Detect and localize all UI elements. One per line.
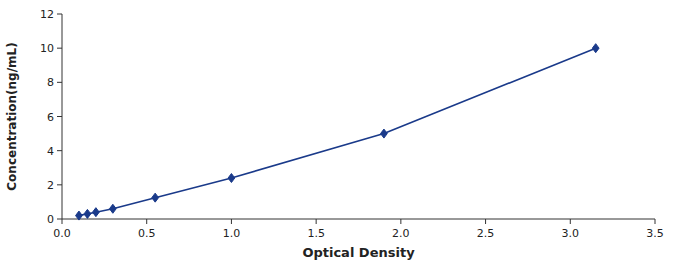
data-point: [592, 44, 599, 53]
chart: 0.0 0.5 1.0 1.5 2.0 2.5 3.0 3.5 0 2 4 6 8 10 12 Optical…: [0, 0, 673, 265]
data-point: [84, 209, 91, 218]
y-tick-label: 0: [47, 213, 54, 226]
data-line: [79, 48, 596, 215]
x-tick: [485, 219, 486, 224]
x-tick-label: 2.0: [392, 227, 410, 240]
y-tick: [57, 14, 62, 15]
x-tick-label: 1.0: [223, 227, 241, 240]
chart-container: 0.0 0.5 1.0 1.5 2.0 2.5 3.0 3.5 0 2 4 6 8 10 12 Optical…: [0, 0, 673, 265]
y-tick: [57, 150, 62, 151]
y-tick-label: 10: [40, 42, 54, 55]
y-tick-label: 4: [47, 145, 54, 158]
x-tick: [231, 219, 232, 224]
data-point: [76, 211, 83, 220]
y-tick: [57, 116, 62, 117]
x-tick-label: 3.5: [646, 227, 664, 240]
y-tick: [57, 48, 62, 49]
x-tick: [655, 219, 656, 224]
y-tick-label: 8: [47, 76, 54, 89]
x-tick-label: 3.0: [562, 227, 580, 240]
x-axis-label: Optical Density: [302, 245, 415, 260]
y-tick: [57, 219, 62, 220]
x-tick: [400, 219, 401, 224]
x-tick: [570, 219, 571, 224]
data-point: [109, 204, 116, 213]
x-axis-line: [62, 219, 655, 220]
x-tick-label: 0.0: [53, 227, 71, 240]
x-tick: [62, 219, 63, 224]
data-point: [381, 129, 388, 138]
y-tick-label: 12: [40, 8, 54, 21]
x-tick: [146, 219, 147, 224]
data-point: [228, 174, 235, 183]
y-tick-label: 2: [47, 179, 54, 192]
x-tick-label: 0.5: [138, 227, 156, 240]
x-tick: [316, 219, 317, 224]
y-tick: [57, 82, 62, 83]
y-tick-label: 6: [47, 111, 54, 124]
y-tick: [57, 184, 62, 185]
data-point: [93, 208, 100, 217]
x-tick-label: 2.5: [477, 227, 495, 240]
x-tick-label: 1.5: [307, 227, 325, 240]
y-axis-label: Concentration(ng/mL): [5, 42, 19, 190]
data-point: [152, 193, 159, 202]
axes: 0.0 0.5 1.0 1.5 2.0 2.5 3.0 3.5 0 2 4 6 8 10 12: [40, 8, 664, 240]
plot-area: [76, 44, 600, 220]
